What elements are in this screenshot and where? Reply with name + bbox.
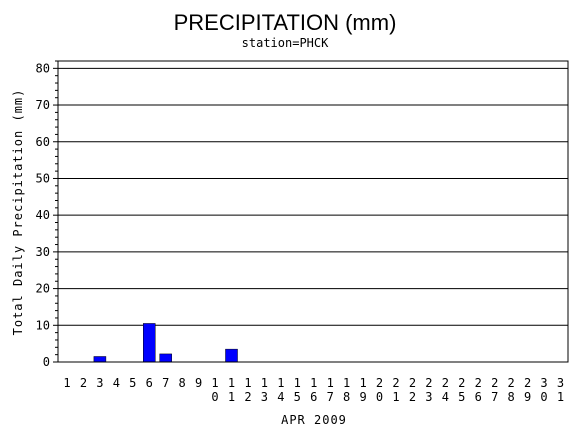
x-tick-label: 1 (327, 376, 334, 390)
x-tick-label: 3 (540, 376, 547, 390)
x-tick-label: 2 (458, 376, 465, 390)
x-tick-label: 9 (195, 376, 202, 390)
x-tick-label: 8 (179, 376, 186, 390)
x-tick-label: 7 (491, 390, 498, 404)
x-tick-label: 1 (343, 376, 350, 390)
x-tick-label: 2 (475, 376, 482, 390)
x-tick-label: 2 (508, 376, 515, 390)
x-tick-label: 1 (244, 376, 251, 390)
x-tick-label: 7 (162, 376, 169, 390)
x-tick-label: 4 (113, 376, 120, 390)
x-tick-label: 9 (359, 390, 366, 404)
chart-subtitle: station=PHCK (242, 36, 329, 50)
x-tick-label: 2 (376, 376, 383, 390)
x-tick-label: 1 (228, 390, 235, 404)
x-axis-label: APR 2009 (281, 413, 347, 427)
plot-frame (57, 60, 569, 363)
y-tick-label: 80 (36, 61, 50, 75)
x-tick-label: 2 (244, 390, 251, 404)
x-axis: 1 2 3 4 5 6 7 8 9 1011121314151617181920212223242… (63, 376, 564, 404)
x-tick-label: 2 (442, 376, 449, 390)
x-tick-label: 1 (359, 376, 366, 390)
bar-day-7 (159, 353, 172, 363)
x-tick-label: 5 (294, 390, 301, 404)
y-axis-label: Total Daily Precipitation (mm) (11, 89, 25, 336)
x-tick-label: 2 (425, 376, 432, 390)
x-tick-label: 1 (392, 390, 399, 404)
x-tick-label: 2 (409, 376, 416, 390)
x-tick-label: 1 (228, 376, 235, 390)
x-tick-label: 0 (211, 390, 218, 404)
x-tick-label: 8 (343, 390, 350, 404)
x-tick-label: 3 (425, 390, 432, 404)
y-tick-label: 30 (36, 245, 50, 259)
chart-title: PRECIPITATION (mm) (174, 10, 397, 35)
x-tick-label: 2 (491, 376, 498, 390)
y-tick-label: 0 (43, 355, 50, 369)
x-tick-label: 4 (277, 390, 284, 404)
bar-day-3 (93, 356, 107, 363)
y-tick-label: 50 (36, 171, 50, 185)
y-tick-label: 60 (36, 135, 50, 149)
x-tick-label: 5 (129, 376, 136, 390)
x-tick-label: 3 (261, 390, 268, 404)
x-tick-label: 2 (409, 390, 416, 404)
x-tick-label: 3 (96, 376, 103, 390)
x-tick-label: 6 (310, 390, 317, 404)
bar-day-11 (225, 348, 238, 363)
x-tick-label: 2 (80, 376, 87, 390)
x-tick-label: 8 (508, 390, 515, 404)
x-tick-label: 4 (442, 390, 449, 404)
x-tick-label: 1 (277, 376, 284, 390)
x-tick-label: 6 (475, 390, 482, 404)
x-tick-label: 1 (63, 376, 70, 390)
x-tick-label: 2 (392, 376, 399, 390)
x-tick-label: 7 (327, 390, 334, 404)
y-tick-label: 10 (36, 318, 50, 332)
x-tick-label: 2 (524, 376, 531, 390)
x-tick-label: 1 (557, 390, 564, 404)
gridlines (58, 67, 568, 326)
x-tick-label: 6 (146, 376, 153, 390)
x-tick-label: 9 (524, 390, 531, 404)
x-tick-label: 1 (211, 376, 218, 390)
y-axis: 0 10 20 30 40 50 60 70 80 (36, 60, 58, 369)
y-tick-label: 70 (36, 98, 50, 112)
x-tick-label: 3 (557, 376, 564, 390)
x-tick-label: 1 (261, 376, 268, 390)
y-tick-label: 40 (36, 208, 50, 222)
x-tick-label: 5 (458, 390, 465, 404)
x-tick-label: 1 (294, 376, 301, 390)
y-tick-label: 20 (36, 282, 50, 296)
x-tick-label: 0 (540, 390, 547, 404)
x-tick-label: 0 (376, 390, 383, 404)
bars (93, 323, 238, 363)
x-tick-label: 1 (310, 376, 317, 390)
bar-day-6 (143, 323, 156, 363)
